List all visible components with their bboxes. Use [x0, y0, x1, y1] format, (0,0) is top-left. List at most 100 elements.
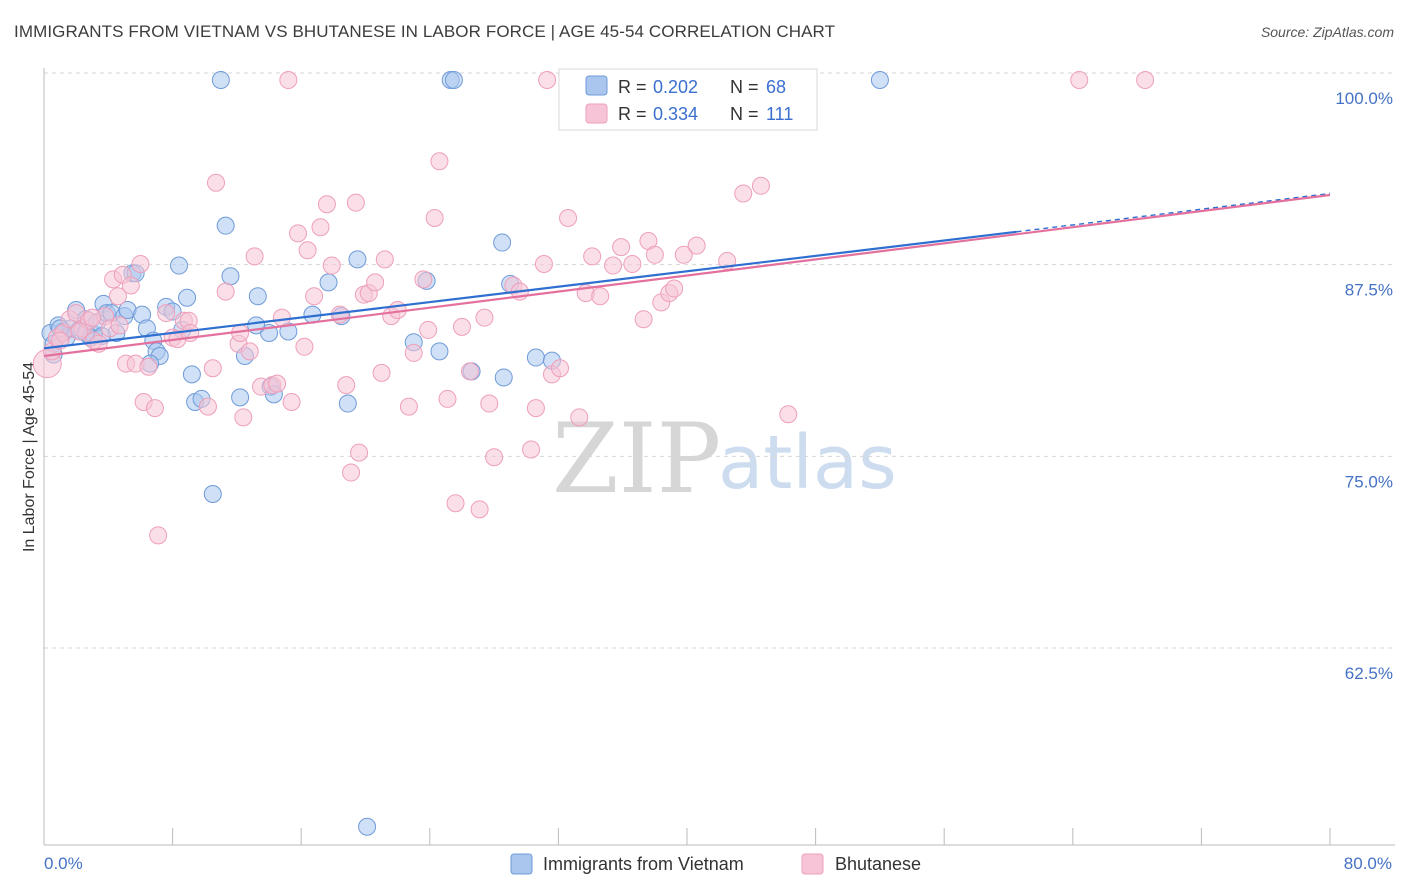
- point-bhutanese-95: [674, 245, 693, 264]
- point-bhutanese-51: [346, 193, 365, 212]
- point-vietnam-34: [216, 216, 235, 235]
- point-bhutanese-49: [337, 376, 356, 395]
- point-bhutanese-43: [298, 241, 317, 260]
- point-bhutanese-44: [305, 287, 324, 306]
- trend-line-vietnam-extension: [1016, 192, 1331, 233]
- legend-r-value-vietnam: 0.202: [653, 77, 698, 97]
- point-bhutanese-33: [234, 408, 253, 427]
- point-bhutanese-80: [551, 359, 570, 378]
- point-bhutanese-106: [70, 322, 89, 341]
- point-bhutanese-76: [522, 440, 541, 459]
- point-vietnam-29: [182, 365, 201, 384]
- point-bhutanese-68: [452, 317, 471, 336]
- point-bhutanese-47: [322, 256, 341, 275]
- point-bhutanese-77: [526, 399, 545, 418]
- legend-n-label-bhutanese: N =: [730, 104, 759, 124]
- point-bhutanese-100: [779, 405, 798, 424]
- series-1: [32, 71, 1155, 545]
- point-bhutanese-86: [604, 256, 623, 275]
- point-bhutanese-16: [121, 276, 140, 295]
- point-vietnam-47: [348, 250, 367, 269]
- point-bhutanese-98: [734, 184, 753, 203]
- point-vietnam-65: [870, 71, 889, 89]
- point-bhutanese-96: [687, 236, 706, 255]
- point-bhutanese-99: [751, 176, 770, 195]
- point-bhutanese-23: [157, 304, 176, 323]
- point-vietnam-36: [231, 388, 250, 407]
- y-tick-label-2: 87.5%: [1345, 281, 1393, 300]
- point-bhutanese-65: [430, 152, 449, 171]
- watermark-atlas: atlas: [718, 420, 897, 506]
- trend-line-bhutanese: [43, 193, 1331, 358]
- point-vietnam-56: [494, 368, 513, 387]
- point-bhutanese-50: [342, 463, 361, 482]
- bottom-legend-swatch-vietnam: [510, 853, 533, 875]
- point-vietnam-26: [170, 256, 189, 275]
- point-bhutanese-52: [350, 443, 369, 462]
- point-bhutanese-64: [425, 209, 444, 227]
- point-bhutanese-28: [198, 397, 217, 416]
- point-vietnam-46: [338, 394, 357, 413]
- point-bhutanese-91: [645, 245, 664, 264]
- point-bhutanese-35: [245, 247, 264, 266]
- x-tick-label-max: 80.0%: [1344, 854, 1392, 873]
- point-bhutanese-46: [317, 195, 336, 214]
- point-bhutanese-78: [534, 255, 553, 273]
- top-legend: R = 0.202 N = 68 R = 0.334 N = 111: [558, 68, 818, 131]
- point-bhutanese-56: [372, 363, 391, 382]
- point-bhutanese-29: [203, 359, 222, 378]
- point-vietnam-51: [430, 342, 449, 361]
- point-bhutanese-87: [612, 238, 631, 257]
- bottom-legend-label-bhutanese: Bhutanese: [835, 854, 921, 874]
- point-bhutanese-102: [1136, 71, 1155, 89]
- point-bhutanese-69: [460, 362, 479, 381]
- legend-n-value-vietnam: 68: [766, 77, 786, 97]
- legend-r-value-bhutanese: 0.334: [653, 104, 698, 124]
- legend-n-label-vietnam: N =: [730, 77, 759, 97]
- chart-source: Source: ZipAtlas.com: [1260, 24, 1394, 40]
- point-vietnam-38: [248, 287, 267, 306]
- point-vietnam-44: [319, 273, 338, 292]
- bottom-legend-label-vietnam: Immigrants from Vietnam: [543, 854, 744, 874]
- y-axis-tick-labels: 62.5% 75.0% 87.5% 100.0%: [1335, 89, 1393, 683]
- point-bhutanese-101: [1070, 71, 1089, 89]
- point-bhutanese-81: [559, 209, 578, 227]
- point-bhutanese-85: [591, 287, 610, 306]
- point-vietnam-55: [493, 233, 512, 252]
- point-bhutanese-105: [110, 316, 129, 335]
- point-bhutanese-21: [145, 399, 164, 418]
- trend-layer: [43, 192, 1331, 358]
- point-bhutanese-45: [311, 218, 330, 237]
- legend-swatch-vietnam: [585, 75, 608, 96]
- point-bhutanese-61: [404, 343, 423, 362]
- point-bhutanese-31: [216, 282, 235, 301]
- y-tick-label-0: 62.5%: [1345, 664, 1393, 683]
- x-tick-label-min: 0.0%: [44, 854, 83, 873]
- y-tick-label-3: 100.0%: [1335, 89, 1393, 108]
- point-bhutanese-66: [438, 389, 457, 408]
- point-bhutanese-67: [446, 494, 465, 513]
- point-bhutanese-30: [207, 173, 226, 192]
- point-vietnam-33: [211, 71, 230, 89]
- point-vietnam-58: [526, 348, 545, 367]
- point-bhutanese-42: [295, 337, 314, 356]
- point-bhutanese-62: [414, 270, 433, 289]
- y-tick-label-1: 75.0%: [1345, 472, 1393, 491]
- bottom-legend: Immigrants from Vietnam Bhutanese: [510, 853, 921, 875]
- x-axis-ticks: [172, 828, 1331, 845]
- legend-n-value-bhutanese: 111: [766, 104, 793, 124]
- point-bhutanese-72: [480, 394, 499, 413]
- point-bhutanese-41: [288, 224, 307, 243]
- point-bhutanese-38: [268, 374, 287, 393]
- point-bhutanese-20: [139, 357, 158, 376]
- point-bhutanese-82: [570, 408, 589, 427]
- point-bhutanese-73: [485, 448, 504, 467]
- point-bhutanese-71: [475, 308, 494, 327]
- point-vietnam-53: [444, 71, 463, 89]
- point-bhutanese-103: [279, 71, 298, 89]
- trend-line-vietnam: [43, 230, 1017, 350]
- point-bhutanese-18: [131, 255, 150, 273]
- point-bhutanese-89: [634, 310, 653, 329]
- point-vietnam-48: [358, 817, 377, 836]
